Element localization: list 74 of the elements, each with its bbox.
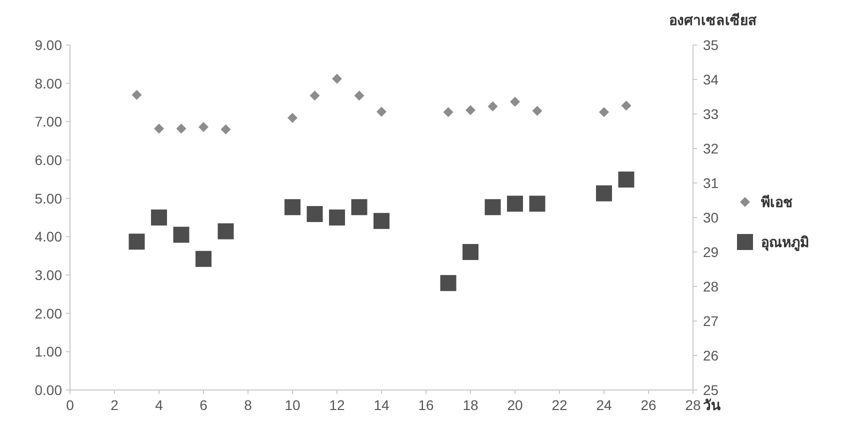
y-tick-label: 3.00 xyxy=(34,267,62,283)
point xyxy=(374,212,390,229)
y-tick-label: 4.00 xyxy=(34,228,62,245)
x-tick-label: 22 xyxy=(552,397,568,413)
x-tick-label: 16 xyxy=(418,397,434,413)
legend-label: พีเอช xyxy=(761,194,793,210)
point xyxy=(132,90,142,100)
point xyxy=(462,244,478,260)
y-tick-label: 9.00 xyxy=(34,37,62,53)
point xyxy=(621,100,632,111)
point xyxy=(288,112,298,123)
x-tick-label: 4 xyxy=(155,397,164,413)
point xyxy=(529,196,546,212)
x-tick-label: 14 xyxy=(374,397,390,413)
x-tick-label: 10 xyxy=(284,397,300,413)
point xyxy=(354,90,364,101)
point xyxy=(154,124,164,134)
y2-tick-label: 33 xyxy=(703,106,719,122)
x-tick-label: 0 xyxy=(66,397,74,413)
y2-tick-label: 30 xyxy=(703,210,719,226)
point xyxy=(284,199,300,216)
point xyxy=(198,122,208,132)
y2-tick-label: 34 xyxy=(703,72,719,88)
y-tick-label: 1.00 xyxy=(34,344,62,360)
x-tick-label: 8 xyxy=(244,397,252,413)
point xyxy=(128,234,145,250)
point xyxy=(151,210,167,226)
point xyxy=(332,74,342,84)
point xyxy=(484,199,501,216)
y-tick-label: 0.00 xyxy=(34,382,62,398)
point xyxy=(443,107,454,118)
point xyxy=(507,196,523,212)
point xyxy=(596,185,612,202)
point xyxy=(351,199,368,216)
y-tick-label: 7.00 xyxy=(34,114,62,130)
x-tick-label: 6 xyxy=(200,397,208,413)
point xyxy=(176,124,186,134)
x-tick-label: 12 xyxy=(329,397,345,413)
y-tick-label: 2.00 xyxy=(34,305,62,322)
point xyxy=(618,172,634,188)
y-tick-label: 5.00 xyxy=(34,190,62,206)
point xyxy=(376,106,386,117)
point xyxy=(220,124,231,134)
y2-axis-title: องศาเซลเซียส xyxy=(669,12,757,28)
y2-tick-label: 32 xyxy=(703,140,719,156)
y2-tick-label: 35 xyxy=(703,37,719,53)
point xyxy=(329,210,345,226)
point xyxy=(196,250,212,267)
y2-tick-label: 31 xyxy=(703,175,719,191)
y-tick-label: 8.00 xyxy=(34,75,62,92)
point xyxy=(532,106,542,116)
x-tick-label: 28 xyxy=(685,397,701,413)
legend-label: อุณหภูมิ xyxy=(761,234,809,251)
point xyxy=(510,96,520,107)
y2-tick-label: 26 xyxy=(703,348,719,364)
x-tick-label: 24 xyxy=(596,397,612,413)
point xyxy=(488,101,498,112)
point xyxy=(310,90,320,101)
x-tick-label: 20 xyxy=(507,397,523,413)
point xyxy=(466,105,476,116)
point xyxy=(306,206,323,222)
y2-tick-label: 28 xyxy=(703,278,719,294)
y-tick-label: 6.00 xyxy=(34,152,62,168)
y2-tick-label: 25 xyxy=(703,382,719,398)
x-tick-label: 2 xyxy=(110,397,119,413)
x-axis-title: วัน xyxy=(703,397,721,413)
x-tick-label: 18 xyxy=(462,397,478,413)
point xyxy=(173,226,190,243)
point xyxy=(218,223,234,240)
y2-tick-label: 27 xyxy=(703,313,719,329)
point xyxy=(440,275,456,292)
x-tick-label: 26 xyxy=(640,397,656,413)
point xyxy=(599,107,609,118)
y2-tick-label: 29 xyxy=(703,244,719,260)
